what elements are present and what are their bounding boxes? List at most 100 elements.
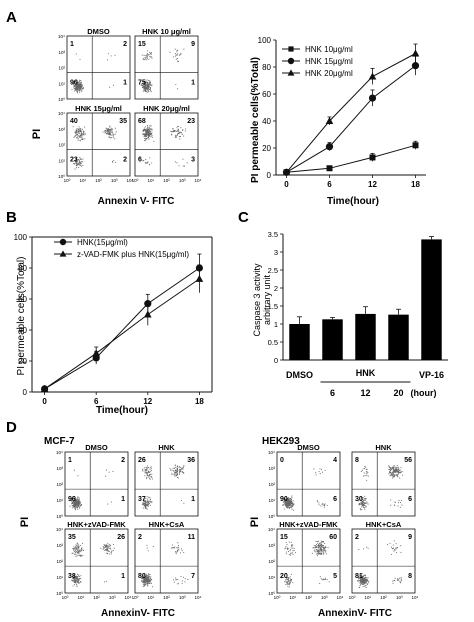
panel-d-mcf7-3-dot xyxy=(179,552,182,554)
panel-d-mcf7-2-dot xyxy=(79,549,81,551)
panel-d-hek293-1-dot xyxy=(358,502,361,505)
panel-d-hek293-2-dot xyxy=(290,553,292,555)
panel-d-hek293-1-dot xyxy=(365,466,367,468)
panel-d-hek293-3-dot xyxy=(361,572,363,575)
panel-a-flow-1-dot xyxy=(147,84,149,86)
panel-a-flow-3-dot xyxy=(145,137,148,140)
panel-a-flow-0-ul-percent: 1 xyxy=(70,41,74,48)
panel-d-hek293-3-x-tick-label: 10¹ xyxy=(364,595,371,600)
panel-d-hek293-1-dot xyxy=(397,470,399,472)
panel-a-flow-2-dot xyxy=(112,135,114,137)
panel-d-hek293-3-dot xyxy=(393,547,395,549)
panel-d-mcf7-0-dot xyxy=(75,498,77,500)
panel-d-mcf7-2-dot xyxy=(73,579,75,581)
panel-a-flow-1-dot xyxy=(175,83,177,86)
panel-d-mcf7-annexin-axis-title: AnnexinV- FITC xyxy=(101,608,175,619)
panel-d-hek293-1-dot xyxy=(365,506,367,508)
panel-d-mcf7-1-dot xyxy=(146,478,148,480)
panel-a-flow-2-dot xyxy=(77,130,79,132)
panel-a-flow-0-ll-percent: 96 xyxy=(70,80,78,87)
panel-a-flow-1-dot xyxy=(180,52,182,54)
panel-d-hek293-1-dot xyxy=(392,472,394,474)
panel-a-flow-0-dot xyxy=(81,87,84,90)
panel-d-mcf7-2-dot xyxy=(109,545,111,547)
panel-a-flow-3-dot xyxy=(147,161,149,163)
panel-d-hek293-2-dot xyxy=(323,552,325,554)
panel-a-flow-0-dot-cloud xyxy=(71,53,116,94)
panel-d-hek293-2-dot xyxy=(288,577,290,579)
panel-a-flow-1-dot xyxy=(174,53,177,55)
panel-d-hek293-2-dot xyxy=(288,580,290,582)
panel-a-flow-2-dot xyxy=(75,162,77,164)
panel-d-hek293-3-dot xyxy=(360,575,362,577)
panel-a-flow-3-dot xyxy=(147,126,149,128)
panel-a-flow-1-dot xyxy=(148,83,150,85)
chart-c-bar-2 xyxy=(355,313,376,360)
panel-a-flow-3-x-tick-label: 10³ xyxy=(179,178,186,183)
panel-d-mcf7-0-dot xyxy=(77,496,79,498)
panel-a-flow-0-y-tick-label: 10² xyxy=(58,66,65,71)
panel-d-mcf7-2-y-tick-label: 10⁰ xyxy=(56,591,63,596)
panel-d-hek293-1-dot xyxy=(392,469,395,471)
panel-d-mcf7-1-dot xyxy=(145,501,147,503)
panel-a-flow-1-dot xyxy=(149,52,151,54)
panel-a-flow-1-dot xyxy=(143,81,145,83)
panel-d-mcf7-1-dot xyxy=(150,467,152,470)
panel-d-mcf7-0-dot xyxy=(75,500,78,502)
panel-d-mcf7-2-dot xyxy=(75,548,77,550)
panel-a-flow-2-dot xyxy=(76,133,79,135)
panel-d-mcf7-3-dot xyxy=(146,579,148,581)
panel-d-mcf7-3-ul-percent: 2 xyxy=(138,534,142,541)
panel-d-mcf7-1-dot xyxy=(180,471,182,473)
panel-d-mcf7-2-dot xyxy=(78,582,80,584)
panel-d-mcf7-2-dot xyxy=(107,542,109,544)
panel-d-mcf7-1-dot xyxy=(171,472,173,474)
panel-d-hek293-0-dot xyxy=(291,495,293,497)
panel-d-mcf7-2-dot xyxy=(79,554,82,556)
panel-a-flow-2-dot xyxy=(80,132,82,134)
panel-a-flow-2-dot xyxy=(75,128,77,130)
panel-d-hek293-2-dot xyxy=(313,544,315,546)
panel-d-hek293-2-dot xyxy=(316,553,318,555)
panel-d-hek293-0-dot xyxy=(290,498,292,500)
panel-d-mcf7-1-dot xyxy=(145,470,147,472)
chart-a-series-0-line xyxy=(286,144,416,173)
panel-a-flow-2-dot xyxy=(107,131,109,133)
panel-d-hek293-1-dot xyxy=(396,466,398,468)
panel-a-flow-2-y-tick-label: 10³ xyxy=(58,127,65,132)
panel-d-mcf7-3-dot xyxy=(147,550,149,552)
panel-d-mcf7-1-dot xyxy=(180,470,182,472)
panel-d-hek293-1-dot-cloud xyxy=(358,464,404,511)
panel-d-hek293-2-dot xyxy=(317,542,319,544)
panel-d-mcf7-2-dot xyxy=(77,550,79,552)
chart-a-series-1-legend-label: HNK 15μg/ml xyxy=(305,57,353,66)
panel-d-mcf7-2-dot xyxy=(75,546,77,548)
panel-d-mcf7-1-dot xyxy=(147,475,149,477)
panel-d-hek293-2-dot xyxy=(327,547,329,549)
panel-d-mcf7-1-dot xyxy=(144,504,146,506)
panel-a-flow-0-dot xyxy=(75,86,77,88)
panel-a-flow-3-ur-percent: 23 xyxy=(187,118,195,125)
panel-d-mcf7-2-x-tick-label: 10³ xyxy=(109,595,116,600)
panel-a-flow-3-dot xyxy=(148,138,150,140)
panel-d-hek293-2-dot xyxy=(316,549,318,551)
panel-d-mcf7-3-dot xyxy=(177,547,179,549)
panel-d-hek293-1-lr-percent: 6 xyxy=(408,496,412,503)
panel-c-ylabel-line2: arbitrary unit xyxy=(262,274,272,325)
panel-d-hek293-1-dot xyxy=(358,504,360,506)
panel-b-xlabel: Time(hour) xyxy=(96,405,148,416)
panel-label-c: C xyxy=(238,209,249,226)
panel-d-hek293-1-dot xyxy=(398,469,400,471)
panel-d-hek293-1-dot xyxy=(402,474,404,476)
panel-label-d: D xyxy=(6,419,17,436)
panel-a-flow-2-dot xyxy=(80,161,82,164)
chart-a-series-2-point xyxy=(325,117,334,124)
panel-d-hek293-0-y-tick-label: 10⁴ xyxy=(268,450,275,455)
panel-d-mcf7-1-dot xyxy=(180,499,183,502)
panel-d-mcf7-1-dot xyxy=(179,473,181,475)
panel-d-mcf7-3-x-tick-label: 10² xyxy=(163,595,170,600)
panel-a-flow-3-dot xyxy=(147,130,149,133)
panel-d-hek293-1-dot xyxy=(394,501,396,503)
panel-d-mcf7-3-dot xyxy=(171,547,173,549)
panel-a-flow-2-x-tick-label: 10³ xyxy=(111,178,118,183)
